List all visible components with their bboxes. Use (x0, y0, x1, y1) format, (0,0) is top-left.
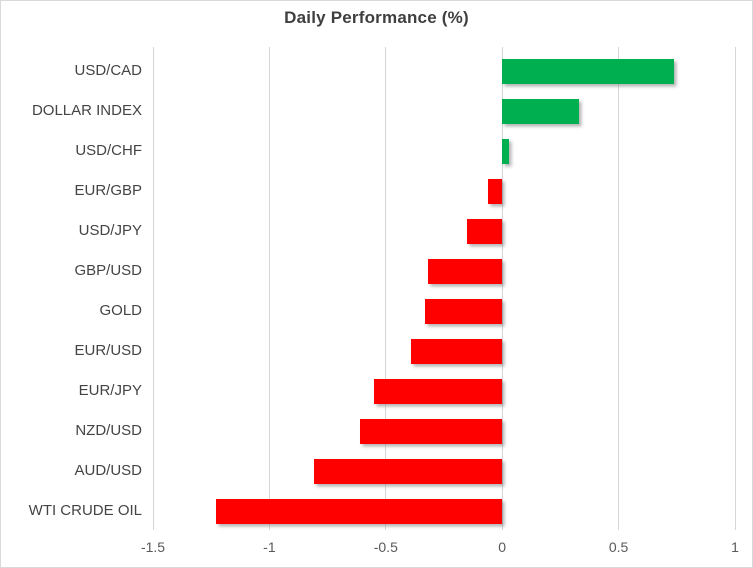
bar-usd-jpy (467, 218, 503, 244)
gridline (734, 47, 736, 530)
x-tick-label: -1.5 (140, 539, 166, 555)
category-label: EUR/JPY (78, 382, 142, 399)
x-tick-label: 0.5 (608, 539, 629, 555)
category-label: GBP/USD (74, 262, 142, 279)
chart-title: Daily Performance (%) (284, 8, 469, 27)
gridline (268, 47, 270, 530)
category-label: NZD/USD (75, 422, 142, 439)
category-label: DOLLAR INDEX (31, 102, 142, 119)
x-tick-label: 0 (498, 539, 507, 555)
category-label: EUR/USD (74, 342, 142, 359)
value-axis-tick-labels: -1.5 -1 -0.5 0 0.5 1 (1, 539, 752, 559)
category-label: GOLD (99, 302, 142, 319)
category-label: AUD/USD (74, 462, 142, 479)
x-tick-label: 1 (731, 539, 739, 555)
bar-usd-chf (502, 138, 510, 164)
x-tick-label: -1 (263, 539, 276, 555)
gridline (618, 47, 620, 530)
category-label: USD/JPY (78, 222, 142, 239)
gridline (385, 47, 387, 530)
bar-aud-usd (313, 458, 503, 484)
gridline (152, 47, 154, 530)
category-label: EUR/GBP (74, 182, 142, 199)
category-label: USD/CAD (74, 62, 142, 79)
bar-eur-usd (411, 338, 503, 364)
plot-area (152, 47, 736, 530)
gridline (501, 47, 503, 530)
bar-wti-crude-oil (215, 498, 503, 524)
category-label: WTI CRUDE OIL (28, 502, 142, 519)
bar-dollar-index (502, 98, 579, 124)
bar-eur-jpy (374, 378, 503, 404)
bar-nzd-usd (360, 418, 503, 444)
category-label: USD/CHF (75, 142, 142, 159)
bar-gbp-usd (427, 258, 503, 284)
bar-eur-gbp (488, 178, 503, 204)
bar-gold (425, 298, 503, 324)
bar-usd-cad (502, 58, 675, 84)
x-tick-label: -0.5 (373, 539, 398, 555)
